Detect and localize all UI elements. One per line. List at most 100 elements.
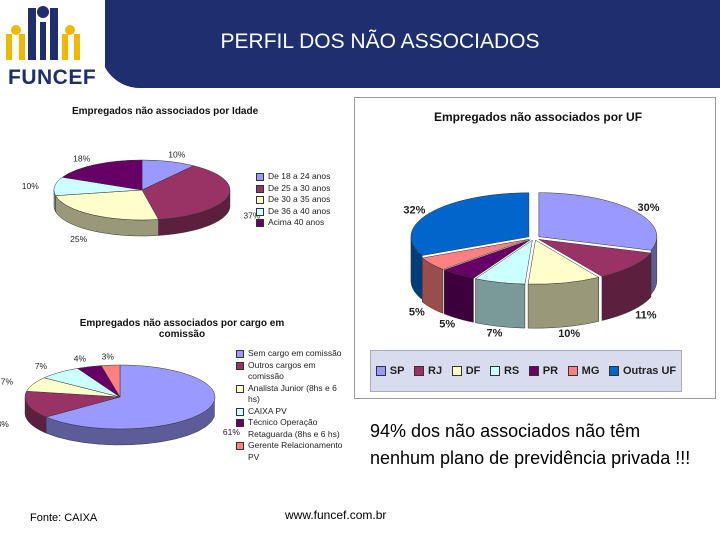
pie-slice-0-4: [61, 159, 143, 191]
legend-item: DF: [451, 365, 481, 377]
chart-title-uf: Empregados não associados por UF: [434, 110, 643, 124]
pie-side-1-3: [475, 278, 526, 329]
legend-swatch: [236, 350, 244, 358]
legend-item: Outras UF: [608, 365, 677, 377]
logo: FUNCEF: [0, 0, 105, 90]
legend-swatch: [608, 366, 619, 376]
legend-item: MG: [567, 365, 600, 377]
legend-label: Outras UF: [622, 365, 677, 377]
pie-slice-0-2: [55, 189, 159, 221]
pie-label-1-2: 10%: [558, 328, 580, 340]
legend-label: Sem cargo em comissão: [248, 348, 342, 358]
legend-swatch: [236, 361, 244, 370]
legend-uf: SP RJ DF RS PR MG Outras UF: [370, 350, 682, 392]
legend-label: DF: [465, 365, 481, 377]
legend-swatch: [256, 173, 264, 181]
chart-title-cargo: Empregados não associados por cargo em c…: [79, 318, 285, 340]
legend-swatch: [256, 219, 264, 227]
pie-label-1-0: 30%: [638, 202, 660, 214]
legend-label: Acima 40 anos: [268, 217, 325, 227]
legend-label: Técnico Operação Retaguarda (8hs e 6 hs): [248, 417, 340, 439]
pie-label-0-1: 37%: [243, 210, 260, 220]
legend-swatch: [256, 207, 264, 216]
pie-label-1-1: 11%: [635, 309, 657, 321]
legend-swatch: [414, 366, 425, 376]
pie-label-2-0: 61%: [223, 427, 240, 437]
pie-slice-1-3: [474, 239, 533, 285]
legend-swatch: [236, 419, 244, 427]
pie-label-2-3: 7%: [35, 361, 48, 371]
legend-cargo: Sem cargo em comissão Outros cargos em co…: [236, 348, 346, 463]
legend-item: Outros cargos em comissão: [236, 360, 346, 383]
legend-item: Analista Junior (8hs e 6 hs): [236, 383, 346, 406]
legend-item: Sem cargo em comissão: [236, 348, 346, 360]
pie-side-1-2: [527, 277, 599, 329]
funcef-logo-icon: [6, 6, 80, 60]
pie-label-2-4: 4%: [74, 354, 87, 364]
legend-swatch: [236, 407, 244, 416]
legend-item: Técnico Operação Retaguarda (8hs e 6 hs): [236, 417, 346, 440]
legend-label: Gerente Relacionamento PV: [248, 440, 343, 462]
header: FUNCEF PERFIL DOS NÃO ASSOCIADOS: [0, 0, 720, 90]
legend-item: De 36 a 40 anos: [256, 206, 346, 218]
pie-chart-cargo: 61% 13% 7% 7% 4% 3%: [0, 352, 240, 446]
legend-swatch: [256, 184, 264, 193]
legend-item: SP: [375, 365, 405, 377]
legend-item: CAIXA PV: [236, 406, 346, 418]
pie-slice-1-6: [410, 192, 530, 256]
title-bar: [100, 0, 720, 88]
pie-slice-1-2: [527, 239, 600, 285]
pie-label-1-3: 7%: [487, 328, 503, 340]
legend-idade: De 18 a 24 anos De 25 a 30 anos De 30 a 35…: [256, 171, 346, 229]
pie-slice-2-5: [100, 364, 121, 398]
logo-text: FUNCEF: [8, 66, 97, 89]
legend-label: De 25 a 30 anos: [268, 182, 331, 193]
chart-title-idade: Empregados não associados por Idade: [72, 106, 259, 117]
legend-item: De 30 a 35 anos: [256, 194, 346, 206]
page-title: PERFIL DOS NÃO ASSOCIADOS: [220, 30, 540, 53]
legend-label: CAIXA PV: [248, 405, 287, 416]
legend-item: Acima 40 anos: [256, 217, 346, 229]
legend-item: RS: [489, 365, 520, 377]
footer-url[interactable]: www.funcef.com.br: [285, 508, 387, 522]
legend-item: Gerente Relacionamento PV: [236, 440, 346, 463]
legend-label: Outros cargos em comissão: [248, 359, 316, 382]
legend-label: De 30 a 35 anos: [268, 194, 331, 204]
pie-label-2-5: 3%: [102, 352, 115, 362]
legend-label: SP: [389, 365, 405, 377]
pie-label-1-4: 5%: [439, 319, 455, 331]
legend-swatch: [451, 366, 462, 376]
legend-swatch: [528, 366, 539, 376]
pie-label-2-2: 7%: [1, 376, 14, 386]
pie-label-0-3: 10%: [22, 181, 39, 191]
pie-slice-1-1: [538, 239, 652, 277]
pie-label-1-6: 32%: [403, 205, 425, 217]
pie-slice-0-1: [141, 165, 231, 220]
legend-label: RJ: [428, 365, 443, 377]
source-text: Fonte: CAIXA: [30, 512, 98, 524]
legend-label: De 36 a 40 anos: [268, 205, 331, 216]
pie-slice-1-5: [421, 239, 530, 270]
legend-item: RJ: [414, 365, 442, 377]
legend-label: RS: [503, 365, 520, 377]
legend-swatch: [375, 366, 386, 376]
legend-item: PR: [528, 365, 558, 377]
legend-item: De 25 a 30 anos: [256, 183, 346, 195]
pie-slice-1-4: [443, 239, 531, 279]
pie-side-1-4: [444, 269, 474, 323]
legend-swatch: [236, 442, 244, 450]
pie-slice-1-0: [538, 192, 658, 251]
pie-label-0-2: 25%: [70, 234, 87, 244]
pie-label-0-4: 18%: [73, 154, 90, 164]
legend-swatch: [256, 196, 264, 204]
legend-label: De 18 a 24 anos: [268, 171, 331, 181]
legend-swatch: [236, 384, 244, 393]
pie-label-1-5: 5%: [409, 307, 425, 319]
pie-label-2-1: 13%: [0, 419, 9, 429]
legend-label: MG: [581, 365, 600, 377]
highlight-note: 94% dos não associados não têm nenhum pl…: [370, 421, 691, 468]
legend-item: De 18 a 24 anos: [256, 171, 346, 183]
legend-swatch: [489, 366, 500, 376]
pie-label-0-0: 10%: [168, 149, 185, 159]
legend-swatch: [567, 366, 578, 376]
